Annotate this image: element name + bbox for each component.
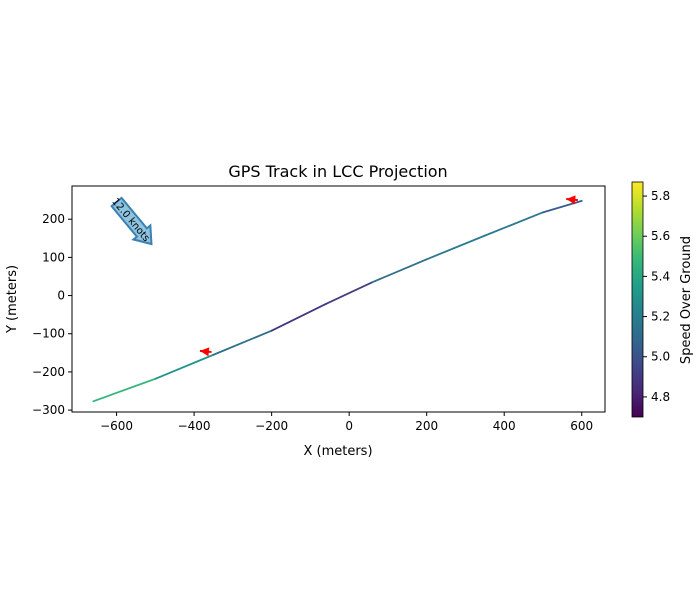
track-segment [270, 303, 327, 332]
track-segment [425, 234, 486, 261]
heading-arrow [199, 347, 212, 357]
colorbar-tick-label: 5.6 [651, 229, 670, 243]
x-tick-label: 0 [345, 419, 353, 433]
heading-arrows [199, 195, 578, 357]
x-axis-label: X (meters) [303, 444, 372, 459]
x-tick-label: −200 [255, 419, 288, 433]
colorbar-axis: 4.8 5.0 5.2 5.4 5.6 5.8 [643, 189, 670, 404]
y-axis: −300 −200 −100 0 100 200 [32, 212, 72, 417]
track-segment [212, 329, 273, 356]
colorbar-tick-label: 5.0 [651, 350, 670, 364]
colorbar-label: Speed Over Ground [679, 236, 694, 364]
y-tick-label: 200 [42, 212, 65, 226]
x-tick-label: −600 [100, 419, 133, 433]
x-tick-label: 400 [493, 419, 516, 433]
colorbar-tick-label: 4.8 [651, 390, 670, 404]
y-tick-label: 0 [57, 289, 65, 303]
colorbar [631, 181, 644, 418]
wind-arrow-shape [110, 196, 153, 246]
y-tick-label: −100 [32, 327, 65, 341]
track-segment [154, 353, 215, 380]
track-segment [325, 281, 374, 305]
colorbar-tick-label: 5.4 [651, 269, 670, 283]
colorbar-tick-label: 5.2 [651, 310, 670, 324]
y-tick-label: 100 [42, 250, 65, 264]
track-segment [542, 199, 583, 214]
track-segment [371, 258, 428, 284]
y-tick-label: −200 [32, 365, 65, 379]
x-tick-label: 200 [415, 419, 438, 433]
heading-arrow [566, 195, 578, 205]
track-layer [92, 199, 583, 403]
x-tick-label: −400 [178, 419, 211, 433]
x-tick-label: 600 [570, 419, 593, 433]
track-segment [483, 211, 544, 237]
chart-title: GPS Track in LCC Projection [228, 162, 447, 181]
y-axis-label: Y (meters) [5, 265, 20, 334]
x-axis: −600 −400 −200 0 200 400 600 [100, 412, 593, 433]
y-tick-label: −300 [32, 403, 65, 417]
track-segment [92, 377, 157, 403]
colorbar-tick-label: 5.8 [651, 189, 670, 203]
plot-frame [71, 185, 606, 413]
